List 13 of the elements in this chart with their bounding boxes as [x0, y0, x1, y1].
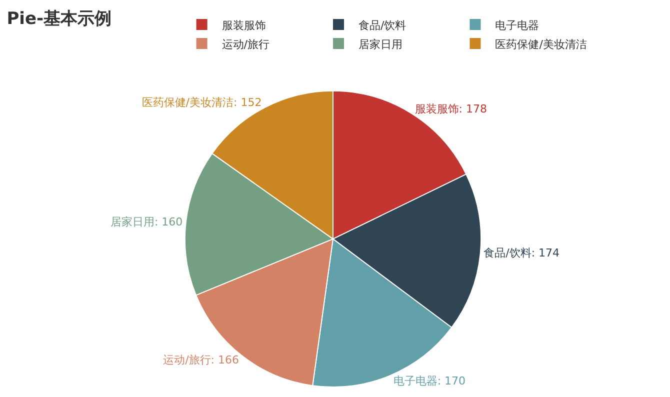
data-label: 运动/旅行: 166 [163, 353, 240, 366]
chart-title: Pie-基本示例 [6, 8, 112, 29]
legend-label: 运动/旅行 [222, 38, 270, 51]
data-label: 服装服饰: 178 [414, 102, 487, 116]
data-label: 食品/饮料: 174 [484, 246, 560, 260]
legend-label: 居家日用 [358, 38, 403, 51]
legend-label: 食品/饮料 [358, 18, 406, 32]
data-label: 医药保健/美妆清洁: 152 [142, 96, 262, 109]
data-label: 电子电器: 170 [393, 374, 466, 388]
data-label: 居家日用: 160 [110, 216, 183, 229]
legend-label: 服装服饰 [222, 18, 266, 32]
legend-label: 医药保健/美妆清洁 [495, 38, 587, 51]
legend-label: 电子电器 [495, 18, 540, 32]
